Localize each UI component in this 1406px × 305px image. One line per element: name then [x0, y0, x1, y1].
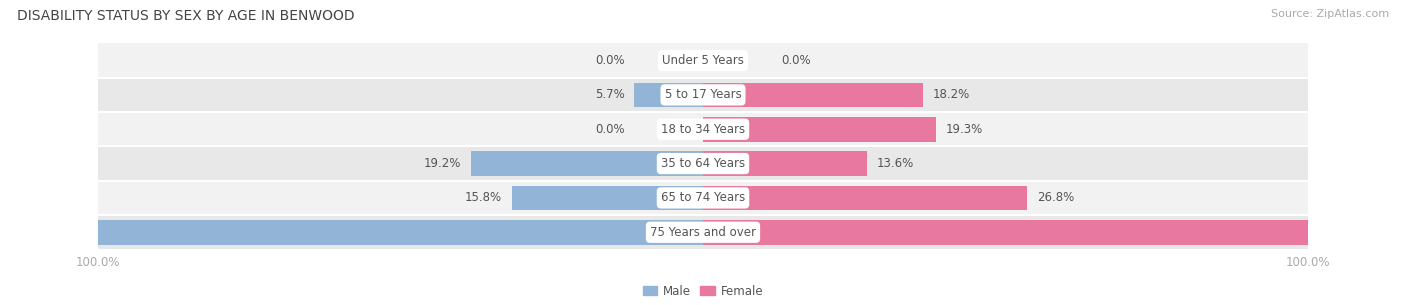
Text: 5 to 17 Years: 5 to 17 Years: [665, 88, 741, 101]
Legend: Male, Female: Male, Female: [638, 280, 768, 302]
Bar: [703, 117, 936, 142]
Bar: [98, 215, 1308, 249]
Bar: [703, 185, 1026, 210]
Text: 13.6%: 13.6%: [877, 157, 914, 170]
Text: DISABILITY STATUS BY SEX BY AGE IN BENWOOD: DISABILITY STATUS BY SEX BY AGE IN BENWO…: [17, 9, 354, 23]
Bar: [98, 43, 1308, 78]
Text: 5.7%: 5.7%: [595, 88, 624, 101]
Bar: [634, 83, 703, 107]
Text: 0.0%: 0.0%: [595, 54, 624, 67]
Text: 19.3%: 19.3%: [946, 123, 983, 136]
Bar: [703, 83, 924, 107]
Text: 35 to 64 Years: 35 to 64 Years: [661, 157, 745, 170]
Text: 18 to 34 Years: 18 to 34 Years: [661, 123, 745, 136]
Text: 75 Years and over: 75 Years and over: [650, 226, 756, 239]
Bar: [98, 181, 1308, 215]
Bar: [0, 220, 703, 245]
Bar: [703, 151, 868, 176]
Text: 0.0%: 0.0%: [782, 54, 811, 67]
Text: Source: ZipAtlas.com: Source: ZipAtlas.com: [1271, 9, 1389, 19]
Bar: [98, 112, 1308, 146]
Text: 0.0%: 0.0%: [595, 123, 624, 136]
Bar: [98, 78, 1308, 112]
Bar: [703, 220, 1406, 245]
Text: 26.8%: 26.8%: [1036, 192, 1074, 204]
Text: Under 5 Years: Under 5 Years: [662, 54, 744, 67]
Text: 19.2%: 19.2%: [423, 157, 461, 170]
Bar: [512, 185, 703, 210]
Text: 65 to 74 Years: 65 to 74 Years: [661, 192, 745, 204]
Text: 18.2%: 18.2%: [932, 88, 970, 101]
Bar: [98, 146, 1308, 181]
Bar: [471, 151, 703, 176]
Text: 15.8%: 15.8%: [465, 192, 502, 204]
